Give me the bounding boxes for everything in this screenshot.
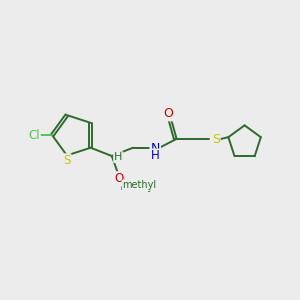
Text: S: S [63, 154, 70, 167]
Text: S: S [212, 133, 220, 146]
Text: methyl: methyl [122, 180, 156, 190]
Text: O: O [164, 107, 174, 120]
Text: O: O [115, 173, 124, 186]
Text: H: H [114, 152, 122, 162]
Text: Cl: Cl [28, 129, 40, 142]
Text: O: O [115, 172, 124, 185]
Text: N: N [151, 142, 160, 155]
Text: H: H [151, 149, 160, 163]
Text: methyl: methyl [130, 184, 134, 185]
Text: methyl: methyl [120, 182, 157, 192]
